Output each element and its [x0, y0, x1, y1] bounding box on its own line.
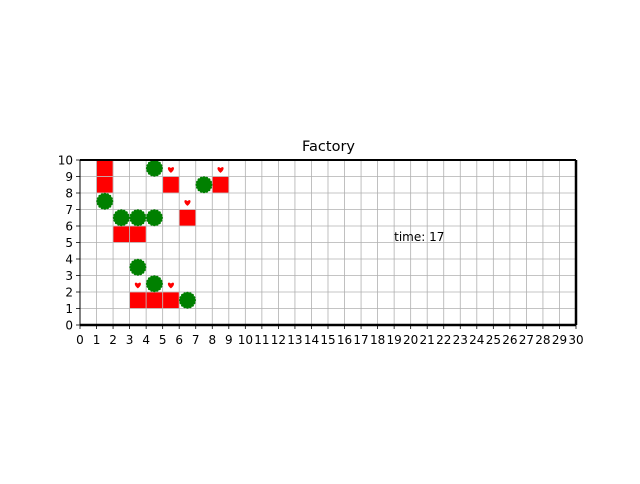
- block-square: [212, 176, 229, 193]
- agent-circle: [145, 275, 163, 293]
- x-tick-label: 2: [109, 333, 117, 347]
- x-tick-label: 12: [271, 333, 286, 347]
- agent-circle: [145, 209, 163, 227]
- axes: [76, 159, 578, 329]
- x-tick-label: 1: [93, 333, 101, 347]
- x-tick-label: 24: [469, 333, 484, 347]
- y-tick-label: 4: [65, 253, 73, 267]
- tick-labels: 0 1 2 3 4 5 6 7 8 9 10 11 12 13 14 15 16 17 18 19 20 21 22 23 24…: [58, 154, 584, 348]
- y-tick-label: 7: [65, 203, 73, 217]
- agent-circle: [195, 176, 213, 194]
- block-square: [146, 292, 163, 309]
- x-tick-label: 14: [304, 333, 319, 347]
- x-tick-label: 13: [287, 333, 302, 347]
- heart-marker: [167, 282, 174, 289]
- x-tick-label: 6: [175, 333, 183, 347]
- x-tick-label: 19: [386, 333, 401, 347]
- time-annotation: time: 17: [394, 230, 444, 244]
- y-tick-label: 0: [65, 319, 73, 333]
- x-tick-label: 4: [142, 333, 150, 347]
- x-tick-label: 18: [370, 333, 385, 347]
- x-tick-label: 8: [208, 333, 216, 347]
- x-tick-label: 3: [126, 333, 134, 347]
- data-marks: [96, 159, 229, 309]
- heart-marker: [184, 200, 191, 206]
- y-tick-label: 8: [65, 187, 73, 201]
- x-tick-label: 25: [486, 333, 501, 347]
- agent-circle: [145, 159, 163, 177]
- x-tick-label: 21: [420, 333, 435, 347]
- x-tick-label: 27: [519, 333, 534, 347]
- x-tick-label: 9: [225, 333, 233, 347]
- block-square: [96, 160, 113, 177]
- y-tick-label: 9: [65, 170, 73, 184]
- agent-circle: [96, 192, 114, 210]
- block-square: [130, 292, 146, 309]
- agent-circle: [129, 258, 147, 276]
- x-tick-label: 7: [192, 333, 200, 347]
- block-square: [163, 292, 179, 309]
- agent-circle: [129, 209, 147, 227]
- x-tick-label: 29: [552, 333, 567, 347]
- y-tick-label: 1: [65, 302, 73, 316]
- heart-marker: [217, 167, 224, 173]
- grid-lines: [79, 159, 577, 326]
- block-square: [163, 176, 179, 193]
- x-tick-label: 16: [337, 333, 352, 347]
- x-tick-label: 28: [535, 333, 550, 347]
- x-tick-label: 15: [320, 333, 335, 347]
- x-tick-label: 5: [159, 333, 167, 347]
- x-tick-label: 0: [76, 333, 84, 347]
- heart-marker: [167, 167, 174, 173]
- block-square: [130, 226, 146, 243]
- x-tick-label: 22: [436, 333, 451, 347]
- y-tick-label: 2: [65, 286, 73, 300]
- x-tick-label: 10: [238, 333, 253, 347]
- x-tick-label: 30: [568, 333, 583, 347]
- y-tick-label: 3: [65, 269, 73, 283]
- block-square: [179, 209, 196, 226]
- x-tick-label: 26: [502, 333, 517, 347]
- y-tick-label: 5: [65, 236, 73, 250]
- x-tick-label: 11: [254, 333, 269, 347]
- x-tick-label: 20: [403, 333, 418, 347]
- y-tick-label: 10: [58, 154, 73, 168]
- agent-circle: [178, 291, 196, 309]
- agent-circle: [112, 209, 130, 227]
- heart-marker: [134, 282, 141, 289]
- block-square: [113, 226, 130, 243]
- x-tick-label: 17: [353, 333, 368, 347]
- x-tick-label: 23: [453, 333, 468, 347]
- block-square: [96, 176, 113, 193]
- y-tick-label: 6: [65, 220, 73, 234]
- chart-title: Factory: [302, 139, 355, 155]
